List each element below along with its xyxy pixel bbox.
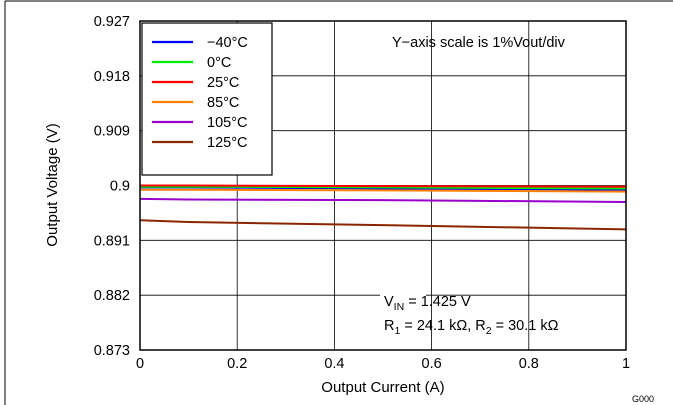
plot-border — [139, 20, 627, 351]
series-line — [139, 197, 627, 203]
series-line — [140, 188, 627, 193]
legend-label: 0°C — [207, 55, 231, 71]
legend-items: −40°C 0°C 25°C 85°C 105°C 125°C — [152, 35, 248, 151]
x-tick-label: 0.8 — [519, 356, 539, 372]
r1-subscript: 1 — [394, 325, 400, 337]
series-line — [139, 219, 627, 231]
vin-text: VIN = 1.425 V — [384, 294, 471, 313]
vin-annotation-backdrop — [380, 290, 426, 312]
y-tick-label: 0.9 — [110, 179, 130, 195]
series-line — [140, 185, 627, 190]
x-axis-title: Output Current (A) — [321, 379, 444, 396]
vin-value: = 1.425 V — [404, 294, 471, 310]
r1-value: = 24.1 kΩ, R — [400, 318, 485, 334]
y-tick-label: 0.873 — [94, 343, 130, 359]
y-tick-label: 0.882 — [94, 288, 130, 304]
x-tick-label: 0 — [136, 356, 144, 372]
x-tick-label: 1 — [622, 356, 630, 372]
legend-label: 105°C — [207, 115, 247, 131]
r1-symbol: R — [384, 318, 394, 334]
figure-code: G000 — [632, 394, 654, 404]
vin-subscript: IN — [394, 301, 405, 313]
vin-annotation: VIN = 1.425 V — [380, 290, 471, 313]
y-tick-label: 0.891 — [94, 233, 130, 249]
scale-note: Y−axis scale is 1%Vout/div — [392, 35, 566, 51]
x-tick-label: 0.6 — [422, 356, 442, 372]
y-tick-label: 0.909 — [94, 124, 130, 140]
series-line — [140, 184, 627, 188]
legend-label: 125°C — [207, 135, 247, 151]
y-axis-title: Output Voltage (V) — [44, 123, 61, 246]
r2-subscript: 2 — [486, 325, 492, 337]
resistor-text: R1 = 24.1 kΩ, R2 = 30.1 kΩ — [384, 318, 559, 337]
x-axis-ticks: 0 0.2 0.4 0.6 0.8 1 — [136, 356, 630, 372]
y-axis-ticks: 0.873 0.882 0.891 0.9 0.909 0.918 0.927 — [94, 14, 130, 359]
r2-value: = 30.1 kΩ — [492, 318, 559, 334]
legend-box — [141, 22, 273, 176]
legend-label: 85°C — [207, 95, 239, 111]
y-tick-label: 0.927 — [94, 14, 130, 30]
legend-label: −40°C — [207, 35, 248, 51]
legend-label: 25°C — [207, 75, 239, 91]
legend: −40°C 0°C 25°C 85°C 105°C 125°C — [141, 22, 273, 176]
x-tick-label: 0.4 — [324, 356, 344, 372]
series-layer — [139, 184, 627, 231]
vin-symbol: V — [384, 294, 394, 310]
y-tick-label: 0.918 — [94, 69, 130, 85]
x-tick-label: 0.2 — [227, 356, 247, 372]
